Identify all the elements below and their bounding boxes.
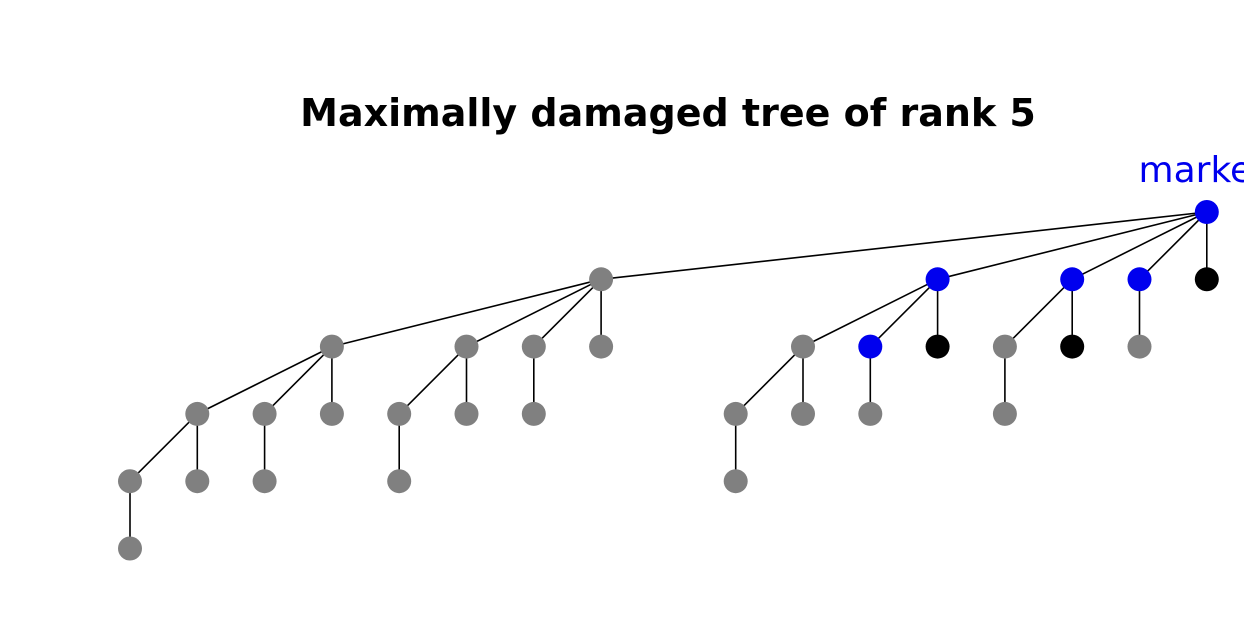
tree-edge [1004, 278, 1073, 348]
tree-edge [869, 278, 939, 348]
tree-node-marked [1060, 267, 1085, 292]
tree-edge [398, 346, 468, 415]
tree-node-damaged [992, 334, 1017, 359]
tree-edge [1138, 211, 1208, 280]
tree-edge [601, 211, 1207, 281]
tree-edges [129, 211, 1208, 549]
tree-node-damaged [992, 401, 1017, 426]
tree-node-damaged [1127, 334, 1152, 359]
tree-nodes [118, 200, 1219, 561]
tree-node-intact [925, 334, 950, 359]
tree-node-damaged [521, 401, 546, 426]
tree-node-damaged [858, 401, 883, 426]
tree-node-intact [1060, 334, 1085, 359]
tree-node-damaged [791, 334, 815, 359]
tree-node-damaged [791, 401, 815, 426]
tree-node-marked [1194, 200, 1219, 224]
tree-node-damaged [118, 469, 142, 494]
tree-edge [802, 278, 938, 348]
tree-node-damaged [723, 469, 748, 494]
tree-edge [264, 346, 333, 415]
tree-edge [735, 346, 804, 415]
tree-node-damaged [252, 469, 277, 494]
tree-edge [533, 278, 602, 348]
tree-node-damaged [589, 334, 614, 359]
tree-node-damaged [454, 401, 479, 426]
tree-edge [129, 413, 198, 482]
tree-node-marked [1127, 267, 1152, 292]
marked-label: marked [1139, 150, 1244, 191]
tree-edge [1071, 211, 1208, 281]
tree-node-damaged [185, 469, 210, 494]
tree-node-marked [925, 267, 950, 292]
tree-node-damaged [118, 536, 142, 561]
tree-node-damaged [252, 401, 277, 426]
tree-node-damaged [723, 401, 748, 426]
tree-edge [937, 211, 1207, 281]
tree-edge [196, 345, 333, 415]
tree-edge [466, 278, 602, 348]
tree-node-damaged [454, 334, 479, 359]
tree-node-damaged [319, 401, 344, 426]
tree-node-damaged [387, 401, 412, 426]
tree-node-damaged [521, 334, 546, 359]
tree-edge [331, 278, 602, 348]
tree-node-damaged [589, 267, 614, 292]
diagram-title: Maximally damaged tree of rank 5 [300, 91, 1036, 135]
tree-node-damaged [387, 469, 412, 494]
tree-node-marked [858, 334, 883, 359]
tree-node-intact [1194, 267, 1219, 292]
tree-node-damaged [319, 334, 344, 359]
tree-node-damaged [185, 401, 210, 426]
